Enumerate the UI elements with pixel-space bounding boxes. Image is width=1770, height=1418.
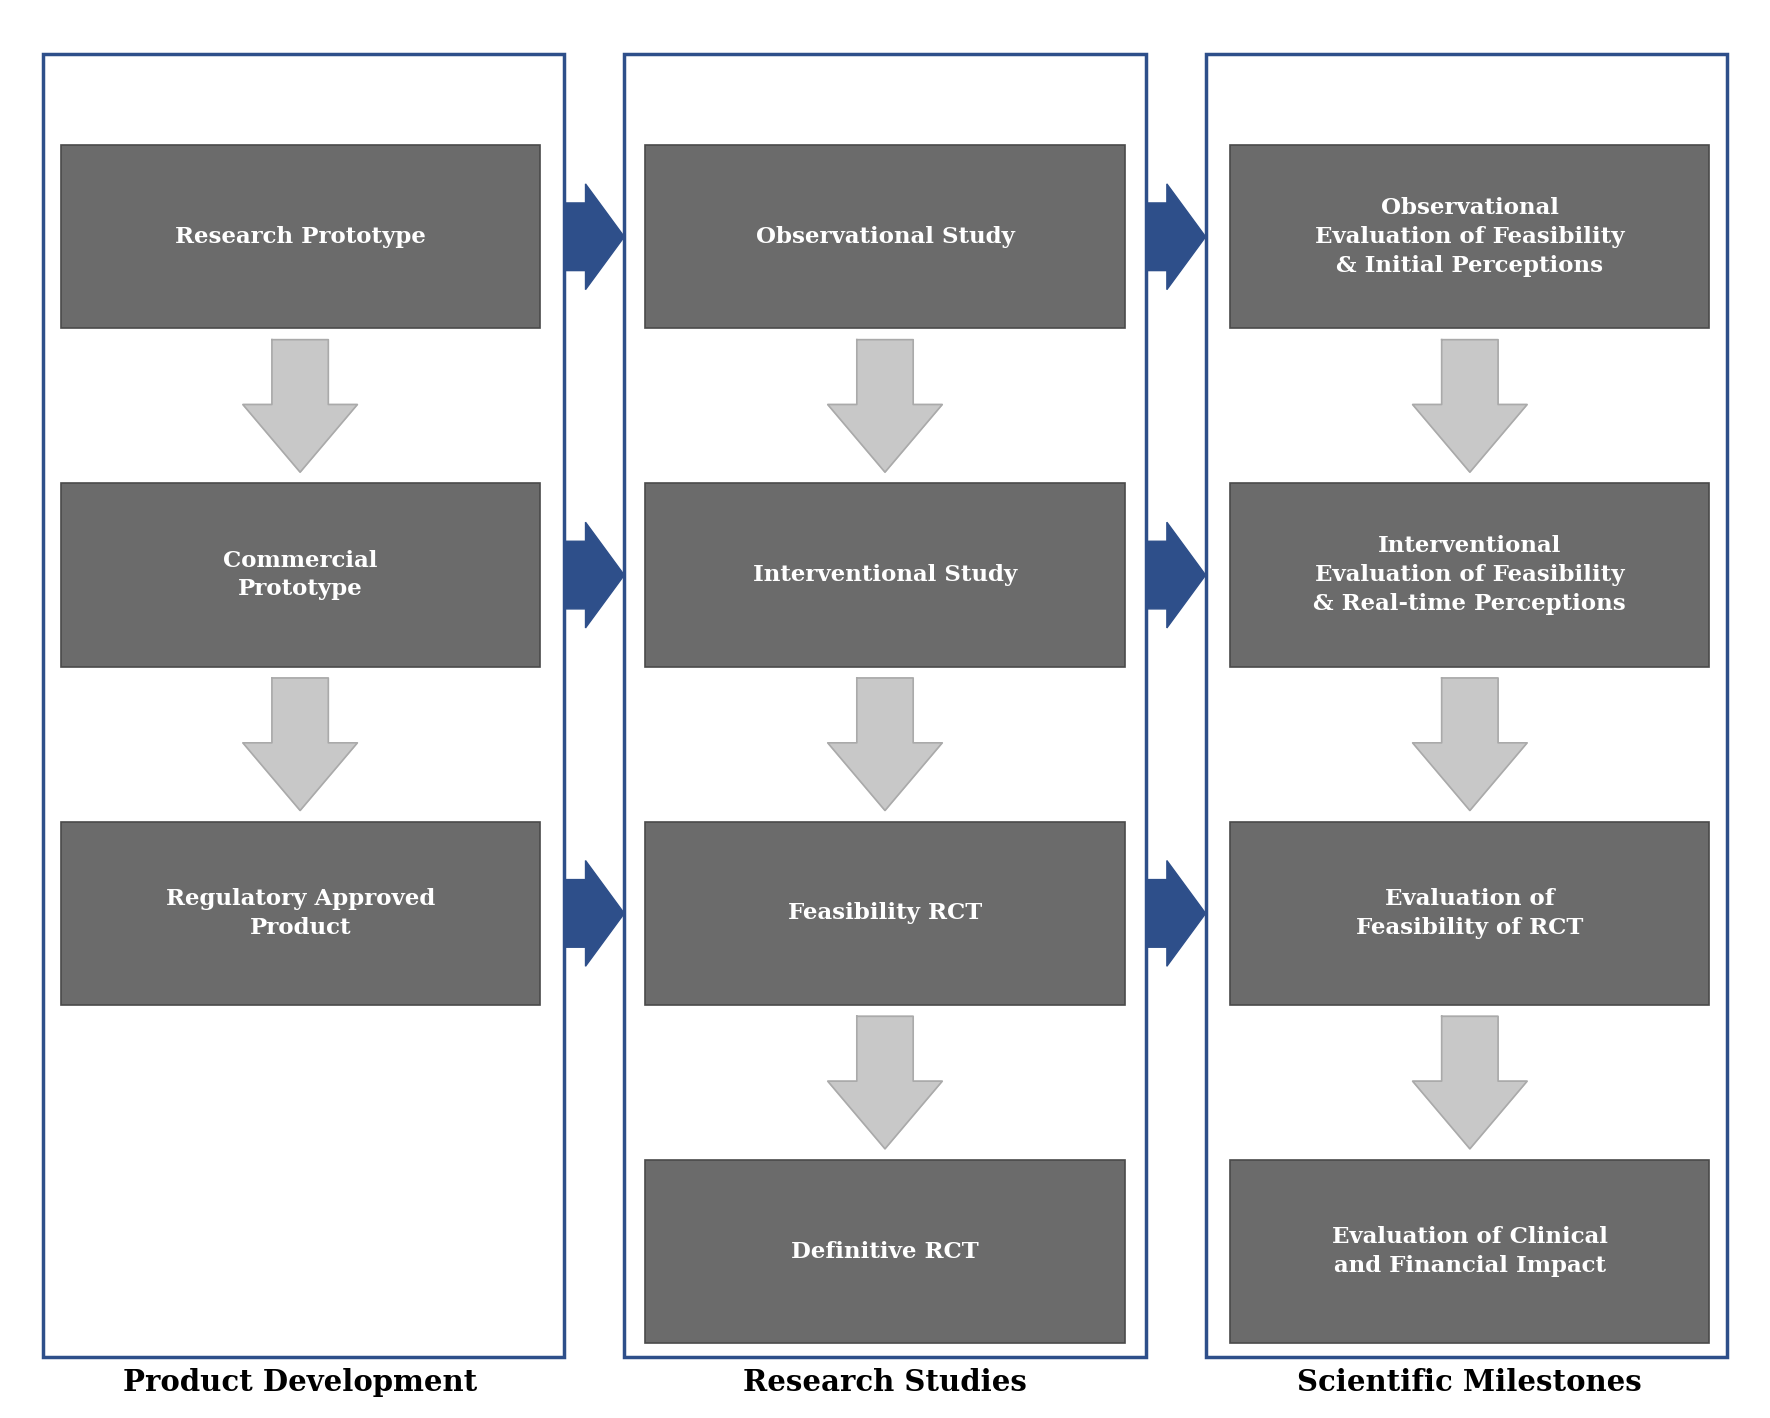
Text: Regulatory Approved
Product: Regulatory Approved Product <box>166 888 435 939</box>
Bar <box>60 822 540 1005</box>
Polygon shape <box>828 340 942 472</box>
Polygon shape <box>242 678 358 811</box>
Text: Observational Study: Observational Study <box>756 225 1014 248</box>
Bar <box>1230 822 1710 1005</box>
Text: Scientific Milestones: Scientific Milestones <box>1297 1368 1643 1397</box>
Text: Evaluation of
Feasibility of RCT: Evaluation of Feasibility of RCT <box>1356 888 1584 939</box>
Text: Interventional
Evaluation of Feasibility
& Real-time Perceptions: Interventional Evaluation of Feasibility… <box>1313 535 1627 615</box>
Polygon shape <box>828 1017 942 1149</box>
Bar <box>646 145 1124 329</box>
Polygon shape <box>1412 678 1528 811</box>
Polygon shape <box>828 678 942 811</box>
Text: Interventional Study: Interventional Study <box>752 564 1018 586</box>
Text: Commercial
Prototype: Commercial Prototype <box>223 550 377 600</box>
Bar <box>60 484 540 666</box>
Polygon shape <box>1412 340 1528 472</box>
Polygon shape <box>565 184 625 289</box>
Bar <box>646 1160 1124 1343</box>
Text: Product Development: Product Development <box>122 1368 478 1397</box>
Bar <box>42 54 565 1357</box>
Polygon shape <box>565 861 625 966</box>
Text: Observational
Evaluation of Feasibility
& Initial Perceptions: Observational Evaluation of Feasibility … <box>1315 197 1625 277</box>
Text: Evaluation of Clinical
and Financial Impact: Evaluation of Clinical and Financial Imp… <box>1331 1227 1607 1278</box>
Bar <box>1230 145 1710 329</box>
Bar <box>625 54 1145 1357</box>
Polygon shape <box>1145 522 1205 628</box>
Text: Feasibility RCT: Feasibility RCT <box>788 902 982 925</box>
Bar <box>646 822 1124 1005</box>
Text: Definitive RCT: Definitive RCT <box>791 1241 979 1262</box>
Polygon shape <box>1145 861 1205 966</box>
Bar <box>1230 484 1710 666</box>
Polygon shape <box>1412 1017 1528 1149</box>
Text: Research Prototype: Research Prototype <box>175 225 425 248</box>
Bar <box>646 484 1124 666</box>
Bar <box>1205 54 1728 1357</box>
Polygon shape <box>242 340 358 472</box>
Bar <box>1230 1160 1710 1343</box>
Polygon shape <box>565 522 625 628</box>
Text: Research Studies: Research Studies <box>743 1368 1027 1397</box>
Polygon shape <box>1145 184 1205 289</box>
Bar <box>60 145 540 329</box>
